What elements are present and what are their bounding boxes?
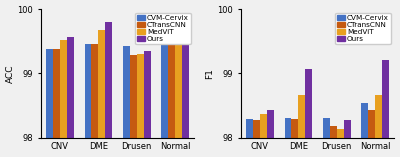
Bar bbox=[92, 44, 98, 138]
Bar bbox=[168, 38, 175, 138]
Bar bbox=[182, 21, 189, 138]
Bar bbox=[67, 37, 74, 138]
Legend: CVM-Cervix, CTransCNN, MedViT, Ours: CVM-Cervix, CTransCNN, MedViT, Ours bbox=[335, 13, 391, 44]
Bar bbox=[84, 44, 92, 138]
Bar bbox=[382, 60, 389, 138]
Bar bbox=[361, 103, 368, 138]
Bar bbox=[175, 32, 182, 138]
Bar bbox=[253, 120, 260, 138]
Bar bbox=[144, 51, 151, 138]
Bar bbox=[292, 119, 298, 138]
Bar bbox=[337, 129, 344, 138]
Bar bbox=[305, 69, 312, 138]
Bar bbox=[323, 118, 330, 138]
Legend: CVM-Cervix, CTransCNN, MedViT, Ours: CVM-Cervix, CTransCNN, MedViT, Ours bbox=[135, 13, 191, 44]
Bar bbox=[284, 118, 292, 138]
Bar bbox=[123, 46, 130, 138]
Bar bbox=[161, 33, 168, 138]
Bar bbox=[368, 110, 375, 138]
Bar bbox=[330, 126, 337, 138]
Bar bbox=[246, 119, 253, 138]
Bar bbox=[137, 54, 144, 138]
Bar bbox=[344, 120, 351, 138]
Bar bbox=[53, 49, 60, 138]
Bar bbox=[130, 55, 137, 138]
Bar bbox=[260, 114, 267, 138]
Bar bbox=[98, 30, 105, 138]
Y-axis label: F1: F1 bbox=[206, 68, 214, 79]
Bar bbox=[105, 22, 112, 138]
Bar bbox=[375, 95, 382, 138]
Bar bbox=[267, 110, 274, 138]
Bar bbox=[60, 40, 67, 138]
Y-axis label: ACC: ACC bbox=[6, 64, 14, 83]
Bar bbox=[46, 49, 53, 138]
Bar bbox=[298, 95, 305, 138]
